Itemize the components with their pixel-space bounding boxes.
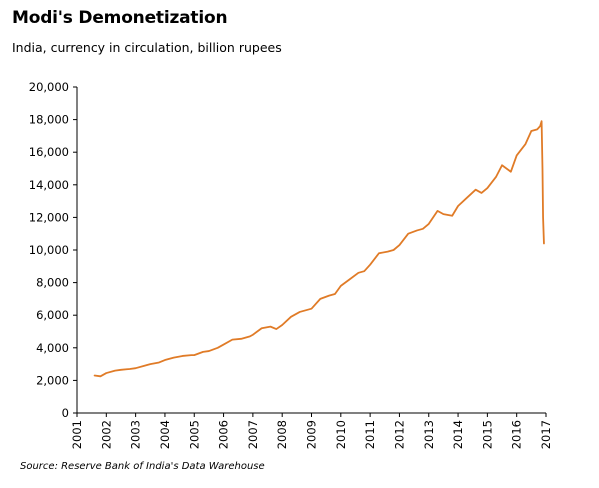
y-tick-label: 20,000 xyxy=(29,80,69,94)
x-tick-label: 2004 xyxy=(158,420,172,449)
x-tick-label: 2010 xyxy=(334,420,348,449)
x-tick-label: 2011 xyxy=(363,420,377,449)
y-tick-label: 12,000 xyxy=(29,210,69,224)
x-tick-label: 2007 xyxy=(246,420,260,449)
x-tick-label: 2016 xyxy=(510,420,524,449)
y-tick-label: 6,000 xyxy=(36,308,69,322)
x-tick-label: 2003 xyxy=(129,420,143,449)
y-tick-label: 0 xyxy=(62,406,69,420)
chart-subtitle: India, currency in circulation, billion … xyxy=(12,40,282,55)
y-tick-label: 10,000 xyxy=(29,243,69,257)
x-tick-label: 2001 xyxy=(70,420,84,449)
y-tick-label: 16,000 xyxy=(29,145,69,159)
x-tick-label: 2017 xyxy=(539,420,553,449)
x-tick-label: 2009 xyxy=(305,420,319,449)
chart-title: Modi's Demonetization xyxy=(12,8,228,28)
y-tick-label: 2,000 xyxy=(36,373,69,387)
x-tick-label: 2015 xyxy=(480,420,494,449)
source-note: Source: Reserve Bank of India's Data War… xyxy=(20,461,265,472)
x-tick-label: 2005 xyxy=(187,420,201,449)
x-tick-label: 2012 xyxy=(392,420,406,449)
y-tick-label: 8,000 xyxy=(36,276,69,290)
y-tick-label: 14,000 xyxy=(29,178,69,192)
x-axis: 2001 2002 2003 2004 2005 2006 2007 2008 2009 2010… xyxy=(70,412,553,449)
x-tick-label: 2002 xyxy=(99,420,113,449)
x-tick-label: 2006 xyxy=(217,420,231,449)
series-line xyxy=(93,120,545,378)
series-group xyxy=(93,120,545,378)
y-axis: 0 2,000 4,000 6,000 8,000 10,000 12,000 14,000 1… xyxy=(29,80,78,420)
x-tick-label: 2008 xyxy=(275,420,289,449)
x-tick-label: 2014 xyxy=(451,420,465,449)
x-tick-label: 2013 xyxy=(422,420,436,449)
y-tick-label: 18,000 xyxy=(29,113,69,127)
y-tick-label: 4,000 xyxy=(36,341,69,355)
